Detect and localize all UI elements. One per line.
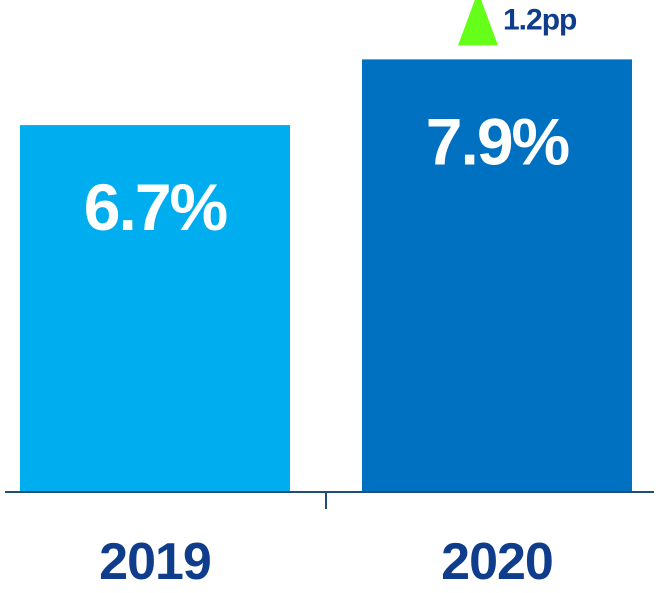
tick-labels-group: 2019 2020 <box>99 533 554 591</box>
up-triangle-icon <box>458 0 498 46</box>
bar-value-label-2020: 7.9% <box>426 104 569 178</box>
x-tick-label-2019: 2019 <box>99 533 211 591</box>
bars-group <box>20 59 632 492</box>
bar-2020 <box>362 59 632 492</box>
change-label: 1.2pp <box>503 3 577 36</box>
change-annotation: 1.2pp <box>458 0 578 46</box>
bar-2019 <box>20 125 290 492</box>
x-tick-label-2020: 2020 <box>441 533 553 591</box>
bar-value-label-2019: 6.7% <box>84 170 227 244</box>
value-labels-group: 6.7% 7.9% <box>84 104 571 244</box>
